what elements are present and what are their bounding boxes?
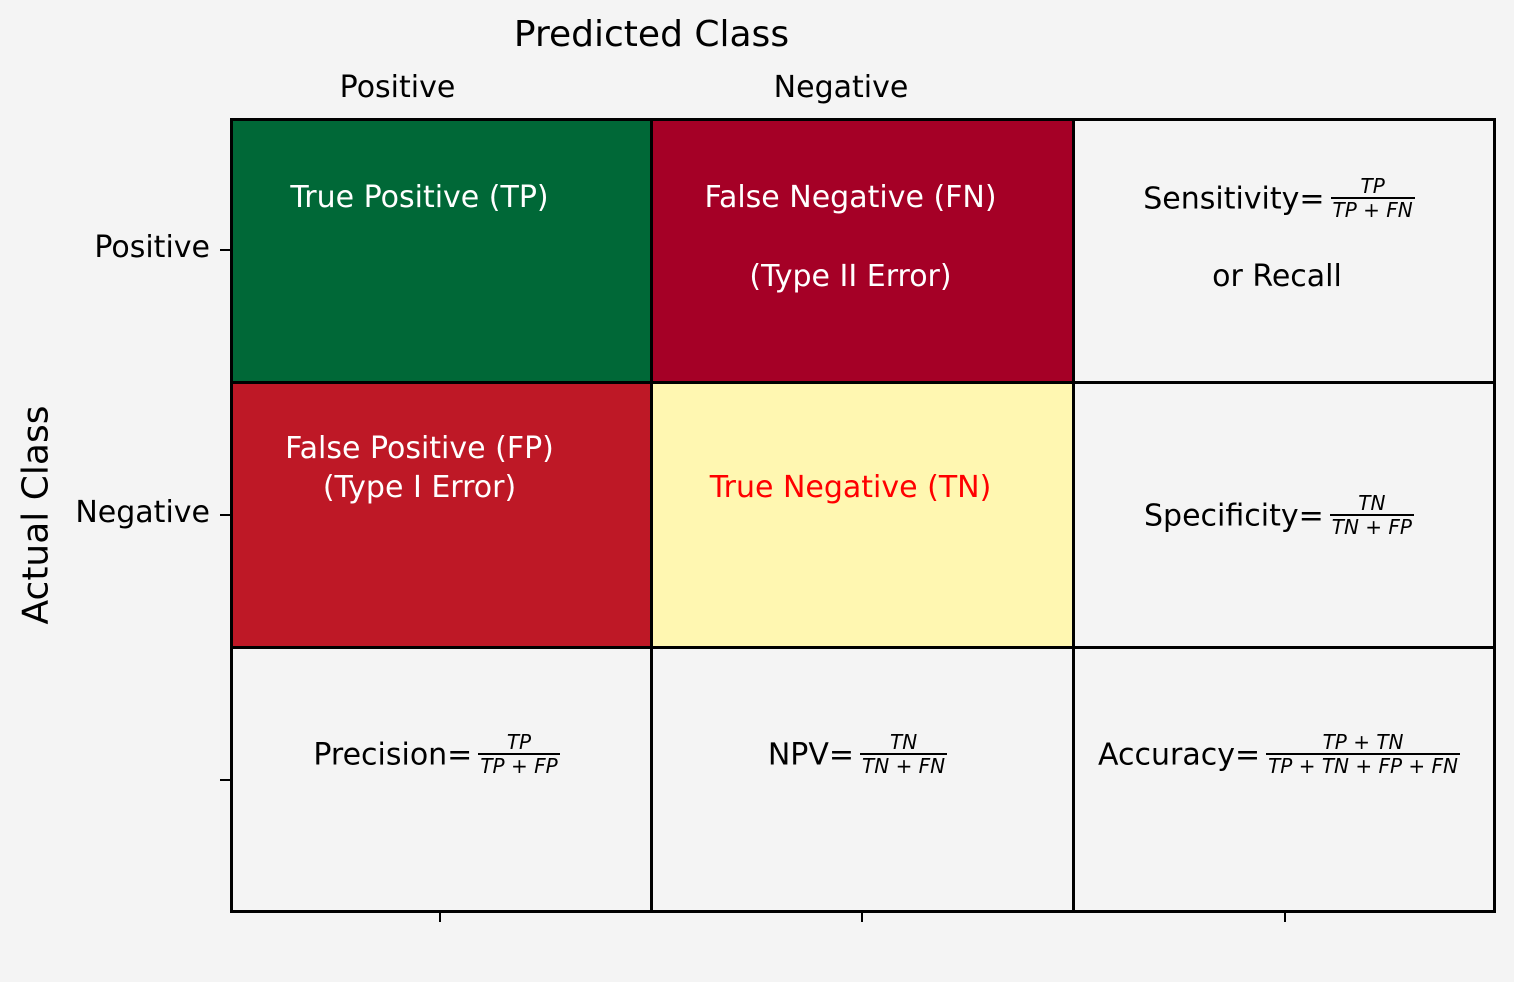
precision-numerator: TP	[506, 730, 532, 754]
specificity-denominator: TN + FP	[1329, 514, 1414, 539]
sensitivity-label: Sensitivity=	[1143, 181, 1325, 217]
tn-label: True Negative (TN)	[709, 470, 992, 505]
y-tick	[220, 779, 230, 781]
accuracy-numerator: TP + TN	[1322, 730, 1404, 754]
accuracy-denominator: TP + TN + FP + FN	[1266, 753, 1460, 778]
cell-precision: Precision= TP TP + FP	[230, 646, 653, 913]
sensitivity-formula: Sensitivity= TP TP + FN	[1070, 174, 1488, 223]
x-tick	[861, 912, 863, 922]
cell-accuracy: Accuracy= TP + TN TP + TN + FP + FN	[1072, 646, 1496, 913]
specificity-numerator: TN	[1358, 491, 1386, 515]
npv-label: NPV=	[767, 737, 855, 773]
predicted-class-title: Predicted Class	[513, 14, 790, 55]
cell-npv: NPV= TN TN + FN	[650, 646, 1075, 913]
cell-specificity: Specificity= TN TN + FP	[1072, 381, 1496, 649]
row-header-negative: Negative	[75, 495, 210, 530]
specificity-label: Specificity=	[1144, 498, 1324, 534]
row-header-positive: Positive	[94, 230, 210, 265]
cell-true-positive: True Positive (TP)	[230, 118, 653, 384]
fn-label: False Negative (FN)	[704, 180, 997, 215]
x-tick	[1284, 912, 1286, 922]
cell-true-negative: True Negative (TN)	[650, 381, 1075, 649]
cell-false-negative: False Negative (FN) (Type II Error)	[650, 118, 1075, 384]
y-tick	[220, 514, 230, 516]
confusion-matrix: True Positive (TP) False Negative (FN) (…	[230, 118, 1496, 913]
fp-type-label: (Type I Error)	[322, 470, 517, 505]
specificity-formula: Specificity= TN TN + FP	[1070, 491, 1488, 540]
tp-label: True Positive (TP)	[290, 180, 549, 215]
x-tick	[439, 912, 441, 922]
fn-type-label: (Type II Error)	[749, 259, 952, 294]
column-header-positive: Positive	[339, 70, 456, 105]
sensitivity-denominator: TP + FN	[1330, 197, 1415, 222]
precision-label: Precision=	[313, 737, 473, 773]
y-tick	[220, 249, 230, 251]
accuracy-formula: Accuracy= TP + TN TP + TN + FP + FN	[1070, 730, 1488, 779]
precision-formula: Precision= TP TP + FP	[228, 730, 645, 779]
recall-label: or Recall	[1212, 259, 1342, 294]
accuracy-label: Accuracy=	[1097, 737, 1261, 773]
fp-label: False Positive (FP)	[285, 431, 554, 466]
cell-sensitivity: Sensitivity= TP TP + FN or Recall	[1072, 118, 1496, 384]
npv-formula: NPV= TN TN + FN	[648, 730, 1067, 779]
npv-numerator: TN	[890, 730, 918, 754]
precision-denominator: TP + FP	[478, 753, 560, 778]
cell-false-positive: False Positive (FP) (Type I Error)	[230, 381, 653, 649]
sensitivity-numerator: TP	[1360, 174, 1385, 198]
column-header-negative: Negative	[773, 70, 909, 105]
npv-denominator: TN + FN	[860, 753, 948, 778]
